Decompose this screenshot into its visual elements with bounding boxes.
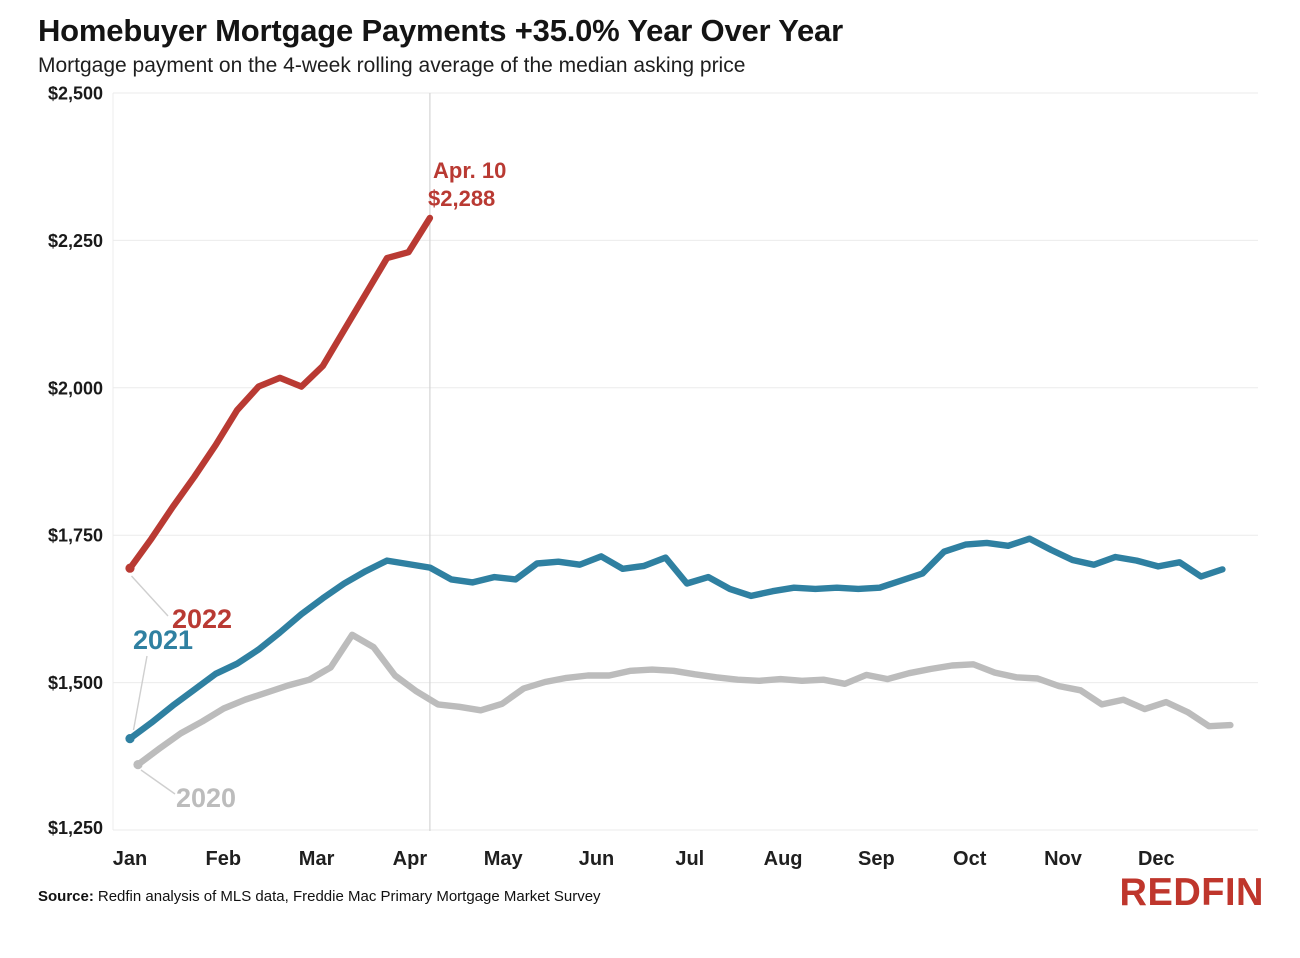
annotation-date: Apr. 10 (433, 158, 506, 183)
x-tick-mar: Mar (299, 848, 335, 870)
y-tick-2500: $2,500 (48, 84, 103, 104)
y-tick-1250: $1,250 (48, 818, 103, 838)
x-axis-tick-labels: Jan Feb Mar Apr May Jun Jul Aug Sep Oct … (113, 848, 1175, 870)
source-text: Redfin analysis of MLS data, Freddie Mac… (97, 888, 601, 905)
page-subtitle: Mortgage payment on the 4-week rolling a… (38, 54, 746, 77)
line-start-dot-2021 (125, 734, 135, 744)
x-tick-sep: Sep (858, 848, 895, 870)
x-tick-apr: Apr (393, 848, 428, 870)
y-tick-2000: $2,000 (48, 378, 103, 398)
series-label-2021: 2021 (133, 625, 193, 655)
label-leader-lines (130, 575, 176, 795)
line-2020 (134, 631, 1234, 768)
x-tick-jan: Jan (113, 848, 147, 870)
y-tick-2250: $2,250 (48, 231, 103, 251)
horizontal-gridlines (113, 92, 1258, 831)
x-tick-jul: Jul (675, 848, 704, 870)
y-axis-tick-labels: $2,500 $2,250 $2,000 $1,750 $1,500 $1,25… (48, 84, 103, 839)
leader-2020 (140, 769, 176, 795)
x-tick-oct: Oct (953, 848, 987, 870)
x-tick-aug: Aug (764, 848, 803, 870)
line-2021 (126, 535, 1226, 742)
x-tick-feb: Feb (206, 848, 242, 870)
line-2022 (126, 214, 434, 572)
x-tick-dec: Dec (1138, 848, 1175, 870)
y-tick-1500: $1,500 (48, 673, 103, 693)
redfin-logo: REDFIN (1119, 871, 1264, 915)
leader-2021 (132, 655, 148, 731)
page-title: Homebuyer Mortgage Payments +35.0% Year … (38, 13, 843, 48)
annotation-value: $2,288 (428, 186, 495, 211)
x-tick-nov: Nov (1044, 848, 1083, 870)
y-tick-1750: $1,750 (48, 526, 103, 546)
x-tick-may: May (484, 848, 524, 870)
source-label: Source: (38, 888, 94, 905)
series-label-2022: 2022 (172, 604, 232, 634)
x-tick-jun: Jun (579, 848, 615, 870)
line-start-dot-2022 (125, 563, 135, 573)
source-note: Source: Redfin analysis of MLS data, Fred… (38, 888, 601, 905)
line-start-dot-2020 (133, 760, 143, 770)
leader-2022 (130, 575, 169, 617)
series-label-2020: 2020 (176, 783, 236, 813)
